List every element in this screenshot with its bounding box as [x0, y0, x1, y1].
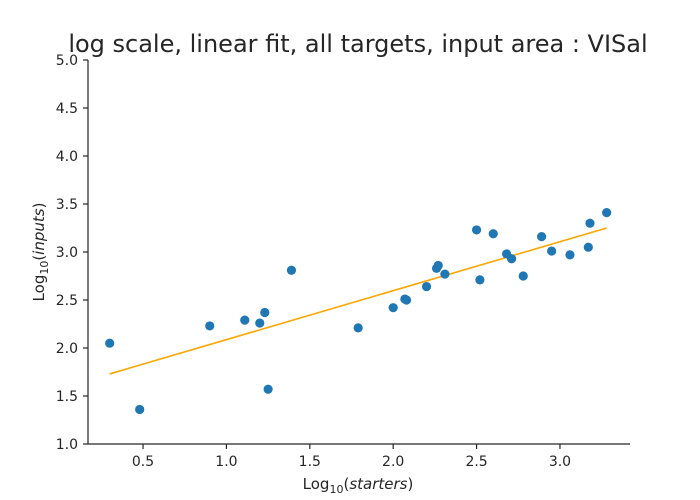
scatter-point — [547, 246, 557, 256]
scatter-point — [583, 242, 593, 252]
scatter-point — [506, 254, 517, 264]
scatter-point — [240, 315, 250, 325]
x-tick-label: 2.0 — [382, 454, 404, 470]
x-tick-label: 3.0 — [549, 454, 571, 470]
scatter-point — [602, 208, 612, 218]
points-layer — [105, 208, 612, 415]
scatter-point — [565, 250, 575, 260]
linear-fit-line — [109, 227, 607, 375]
scatter-point — [401, 295, 412, 305]
y-tick-label: 3.0 — [56, 245, 78, 261]
y-tick-label: 1.5 — [56, 389, 78, 405]
x-tick-label: 0.5 — [132, 454, 154, 470]
scatter-point — [286, 265, 297, 275]
scatter-point — [205, 321, 215, 331]
y-tick-label: 5.0 — [56, 53, 78, 69]
y-tick-label: 2.5 — [56, 293, 78, 309]
scatter-point — [585, 218, 595, 228]
y-tick-label: 4.0 — [56, 149, 78, 165]
x-tick-label: 1.0 — [215, 454, 237, 470]
y-axis-label: Log10(inputs) — [30, 203, 51, 302]
scatter-point — [135, 404, 145, 415]
y-tick-label: 4.5 — [56, 101, 78, 117]
scatter-point — [518, 271, 528, 281]
scatter-point — [260, 307, 270, 318]
scatter-point — [537, 232, 547, 242]
scatter-point — [440, 269, 450, 279]
scatter-point — [105, 338, 115, 348]
scatter-point — [353, 323, 363, 333]
scatter-point — [263, 384, 273, 394]
scatter-point — [471, 225, 482, 235]
scatter-point — [421, 281, 432, 292]
x-axis-label: Log10(starters) — [303, 475, 414, 496]
axes: 0.5 1.0 1.5 2.0 2.5 3.0 1.0 1.5 2.0 2.5 3.0 3.5 4.0 4… — [56, 53, 630, 470]
scatter-point — [433, 260, 443, 271]
scatter-point — [488, 229, 498, 239]
scatter-point — [475, 275, 485, 285]
y-tick-label: 1.0 — [56, 437, 78, 453]
fit-line-layer — [109, 227, 607, 375]
y-tick-label: 3.5 — [56, 197, 78, 213]
scatter-point — [388, 303, 398, 313]
chart-title: log scale, linear fit, all targets, inpu… — [68, 30, 647, 58]
x-tick-label: 1.5 — [299, 454, 321, 470]
scatter-point — [255, 318, 265, 328]
x-tick-label: 2.5 — [465, 454, 487, 470]
y-tick-label: 2.0 — [56, 341, 78, 357]
